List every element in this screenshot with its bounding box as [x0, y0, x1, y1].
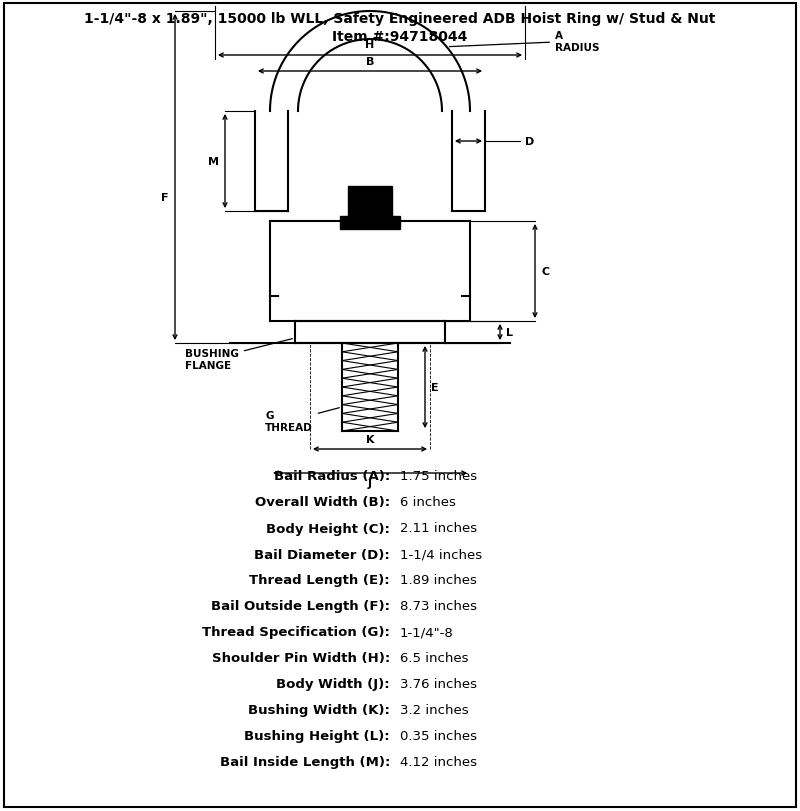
Text: 6 inches: 6 inches [400, 496, 456, 508]
Text: Thread Length (E):: Thread Length (E): [250, 574, 390, 587]
Text: 3.2 inches: 3.2 inches [400, 704, 469, 717]
Text: A
RADIUS: A RADIUS [450, 31, 599, 53]
Text: Item #:94718044: Item #:94718044 [332, 30, 468, 44]
Text: Shoulder Pin Width (H):: Shoulder Pin Width (H): [212, 652, 390, 665]
Text: Body Width (J):: Body Width (J): [276, 678, 390, 691]
Text: D: D [525, 137, 534, 147]
Text: 1-1/4"-8: 1-1/4"-8 [400, 626, 454, 639]
Text: G
THREAD: G THREAD [265, 408, 339, 432]
Text: Bushing Width (K):: Bushing Width (K): [248, 704, 390, 717]
Text: H: H [366, 40, 374, 50]
Text: 2.11 inches: 2.11 inches [400, 521, 477, 534]
Polygon shape [348, 187, 392, 221]
Text: M: M [208, 157, 219, 167]
Text: 8.73 inches: 8.73 inches [400, 600, 477, 613]
Text: 4.12 inches: 4.12 inches [400, 756, 477, 769]
Text: L: L [506, 328, 513, 337]
Text: C: C [541, 267, 549, 277]
Text: 1-1/4 inches: 1-1/4 inches [400, 547, 482, 561]
Text: Bushing Height (L):: Bushing Height (L): [244, 730, 390, 743]
Text: 6.5 inches: 6.5 inches [400, 652, 469, 665]
Text: E: E [431, 383, 438, 393]
Text: Body Height (C):: Body Height (C): [266, 521, 390, 534]
Text: 3.76 inches: 3.76 inches [400, 678, 477, 691]
Polygon shape [340, 217, 400, 230]
Text: F: F [162, 193, 169, 203]
Text: Bail Inside Length (M):: Bail Inside Length (M): [220, 756, 390, 769]
Text: Overall Width (B):: Overall Width (B): [255, 496, 390, 508]
Text: K: K [366, 435, 374, 444]
Text: 1.75 inches: 1.75 inches [400, 470, 477, 483]
Text: BUSHING
FLANGE: BUSHING FLANGE [185, 339, 292, 370]
Text: 1-1/4"-8 x 1.89", 15000 lb WLL, Safety Engineered ADB Hoist Ring w/ Stud & Nut: 1-1/4"-8 x 1.89", 15000 lb WLL, Safety E… [84, 12, 716, 26]
Text: Thread Specification (G):: Thread Specification (G): [202, 626, 390, 639]
Text: 0.35 inches: 0.35 inches [400, 730, 477, 743]
Text: J: J [368, 478, 372, 488]
Text: B: B [366, 57, 374, 67]
Text: Bail Radius (A):: Bail Radius (A): [274, 470, 390, 483]
Text: Bail Outside Length (F):: Bail Outside Length (F): [211, 600, 390, 613]
Text: 1.89 inches: 1.89 inches [400, 574, 477, 587]
Text: Bail Diameter (D):: Bail Diameter (D): [254, 547, 390, 561]
